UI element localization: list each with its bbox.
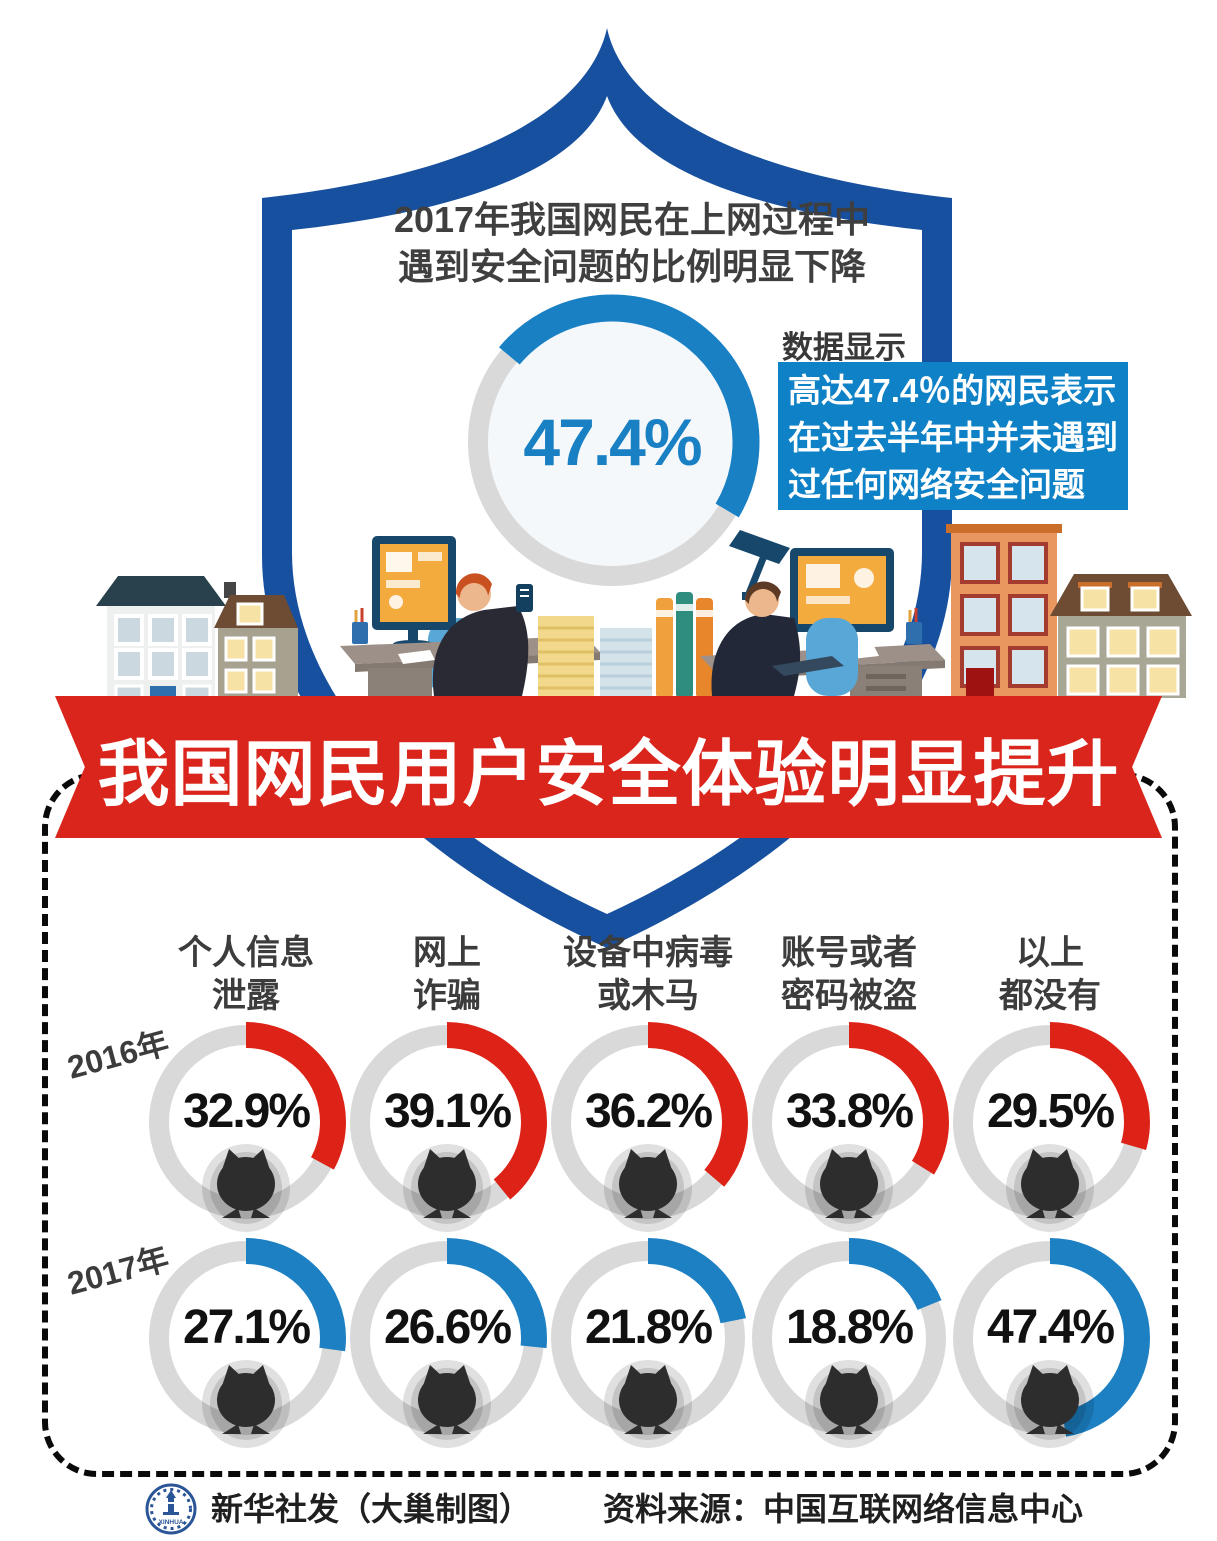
pen-cup-icon (906, 622, 922, 644)
category-label: 网上 诈骗 (413, 934, 481, 1015)
banner-title: 我国网民用户安全体验明显提升 (97, 734, 1120, 815)
donut-rings (548, 1022, 748, 1232)
donut-center (488, 318, 736, 566)
donut-chart: 21.8% (548, 1238, 748, 1448)
credit-text: 新华社发（大巢制图） (211, 1491, 532, 1527)
door-icon (966, 668, 994, 698)
donut-rings (347, 1238, 547, 1448)
category-label: 个人信息 泄露 (178, 934, 314, 1015)
keyboard-icon (772, 656, 844, 676)
intro-line-2: 遇到安全问题的比例明显下降 (397, 246, 866, 287)
donut-chart: 27.1% (146, 1238, 346, 1448)
donut-value: 27.1% (182, 1301, 311, 1354)
donut-rings (146, 1238, 346, 1448)
building-icon (1050, 574, 1192, 698)
donut-value: 47.4% (986, 1301, 1115, 1354)
paper-icon (398, 650, 435, 664)
owl-icon (1006, 1144, 1094, 1232)
donut-value: 36.2% (584, 1085, 713, 1138)
category-label: 设备中病毒 或木马 (563, 934, 733, 1015)
category-label: 账号或者 密码被盗 (781, 934, 917, 1015)
building-icon (96, 576, 226, 700)
donut-chart: 36.2% (548, 1022, 748, 1232)
owl-icon (805, 1360, 893, 1448)
owl-icon (604, 1144, 692, 1232)
donut-value: 29.5% (986, 1085, 1115, 1138)
category-label: 以上 都没有 (999, 934, 1101, 1015)
phone-icon (516, 584, 533, 612)
donut-value: 33.8% (785, 1085, 914, 1138)
donut-chart: 32.9% (146, 1022, 346, 1232)
donut-chart: 47.4% (950, 1238, 1150, 1448)
donut-rings (146, 1022, 346, 1232)
worker-body (711, 614, 801, 696)
big-donut-value: 47.4% (523, 405, 702, 479)
xinhua-logo-icon: XINHUA (145, 1483, 197, 1535)
big-donut-chart (464, 294, 760, 590)
donut-chart: 39.1% (347, 1022, 547, 1232)
pen-cup-icon (352, 622, 368, 644)
donut-chart: 18.8% (749, 1238, 949, 1448)
donut-rings (749, 1022, 949, 1232)
footer: XINHUA 新华社发（大巢制图） 资料来源：中国互联网络信息中心 (145, 1483, 1083, 1535)
donut-rings (749, 1238, 949, 1448)
owl-icon (202, 1360, 290, 1448)
books-icon (538, 592, 713, 698)
owl-icon (403, 1144, 491, 1232)
worker-at-desk-icon (700, 530, 945, 698)
donut-arc (464, 294, 760, 590)
owl-icon (1006, 1360, 1094, 1448)
donut-chart: 33.8% (749, 1022, 949, 1232)
donut-rings (347, 1022, 547, 1232)
data-shows-label: 数据显示 (782, 330, 906, 365)
donut-chart: 26.6% (347, 1238, 547, 1448)
title-banner: 我国网民用户安全体验明显提升 (55, 696, 1162, 838)
callout-box: 高达47.4％的网民表示 在过去半年中并未遇到 过任何网络安全问题 (778, 362, 1128, 510)
donut-value: 18.8% (785, 1301, 914, 1354)
donut-rings (950, 1022, 1150, 1232)
office-illustration (96, 524, 1192, 700)
building-icon (214, 582, 298, 698)
donut-value: 39.1% (383, 1085, 512, 1138)
donut-value: 21.8% (584, 1301, 713, 1354)
donut-rings (950, 1238, 1150, 1448)
source-text: 资料来源：中国互联网络信息中心 (603, 1491, 1084, 1527)
donut-value: 32.9% (182, 1085, 311, 1138)
owl-icon (202, 1144, 290, 1232)
owl-icon (805, 1144, 893, 1232)
donut-chart: 29.5% (950, 1022, 1150, 1232)
building-icon (946, 524, 1062, 698)
worker-body (432, 606, 529, 696)
worker-at-desk-icon (340, 536, 600, 698)
logo-text: XINHUA (159, 1519, 184, 1526)
intro-line-1: 2017年我国网民在上网过程中 (393, 199, 871, 240)
donut-chart-grid: 个人信息 泄露 网上 诈骗 设备中病毒 或木马 账号或者 密码被盗 以上 都没有 2016… (42, 772, 1178, 1477)
intro-text: 2017年我国网民在上网过程中 遇到安全问题的比例明显下降 (342, 196, 922, 290)
donut-rings (548, 1238, 748, 1448)
donut-value: 26.6% (383, 1301, 512, 1354)
owl-icon (604, 1360, 692, 1448)
owl-icon (403, 1360, 491, 1448)
